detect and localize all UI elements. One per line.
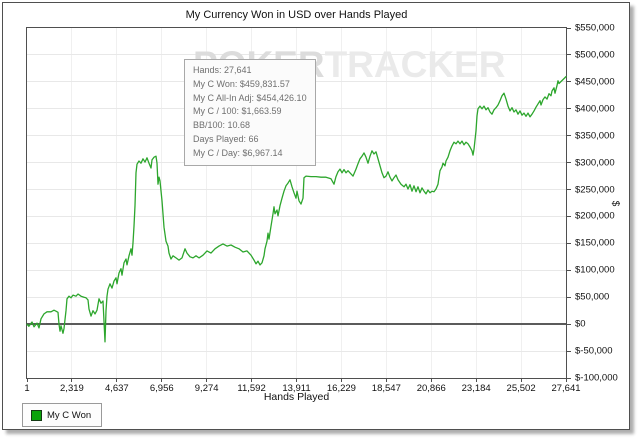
y-tick-label: $350,000 [575, 130, 615, 142]
y-gridline [27, 269, 566, 271]
y-tick-mark [566, 135, 571, 137]
x-tick-mark [161, 378, 163, 382]
y-tick-label: $500,000 [575, 49, 615, 61]
y-tick-mark [566, 54, 571, 56]
x-tick-label: 25,502 [506, 383, 536, 394]
y-tick-mark [566, 108, 571, 110]
y-tick-label: $450,000 [575, 76, 615, 88]
y-tick-label: $200,000 [575, 210, 615, 222]
y-tick-mark [566, 269, 571, 271]
y-tick-label: $50,000 [575, 291, 610, 303]
y-tick-mark [566, 27, 571, 29]
x-tick-label: 13,911 [282, 383, 311, 394]
y-tick-mark [566, 377, 571, 379]
x-tick-mark [385, 378, 387, 382]
legend-label: My C Won [47, 409, 92, 421]
y-tick-label: $550,000 [575, 22, 615, 34]
x-tick-label: 6,956 [149, 383, 174, 394]
x-gridline [296, 28, 297, 378]
x-tick-mark [520, 378, 522, 382]
x-tick-mark [340, 378, 342, 382]
y-tick-mark [566, 189, 571, 191]
x-tick-label: 16,229 [326, 383, 356, 394]
y-tick-label: $0 [575, 318, 586, 330]
x-tick-label: 27,641 [551, 383, 581, 394]
x-tick-mark [296, 378, 297, 382]
x-tick-label: 18,547 [371, 383, 401, 394]
x-axis-title: Hands Played [263, 391, 330, 403]
legend-swatch-icon [31, 409, 42, 421]
x-tick-label: 4,637 [104, 383, 129, 394]
x-tick-mark [430, 378, 432, 382]
series-chart-svg [26, 75, 567, 343]
x-tick-label: 20,866 [416, 383, 446, 394]
y-tick-label: $150,000 [575, 237, 615, 249]
tooltip-row: My C All-In Adj: $454,426.10 [193, 92, 307, 103]
y-tick-mark [566, 242, 571, 244]
hover-tooltip: Hands: 27,641 My C Won: $459,831.57 My C A… [184, 59, 316, 166]
x-gridline [71, 28, 73, 378]
tooltip-row: My C / Day: $6,967.14 [193, 147, 283, 158]
y-axis-title: $ [609, 200, 621, 207]
y-tick-label: $-50,000 [575, 345, 613, 357]
y-gridline [27, 296, 566, 298]
x-gridline [520, 28, 522, 378]
x-gridline [116, 28, 118, 378]
x-gridline [385, 28, 387, 378]
legend-my-c-won[interactable]: My C Won [22, 403, 103, 427]
x-tick-mark [251, 378, 253, 382]
x-tick-mark [565, 378, 567, 382]
x-gridline [251, 28, 253, 378]
x-tick-label: 23,184 [461, 383, 491, 394]
x-tick-mark [475, 378, 477, 382]
x-tick-label: 1 [24, 383, 30, 394]
x-tick-label: 9,274 [194, 383, 219, 394]
tooltip-row: Hands: 27,641 [193, 65, 252, 75]
y-gridline [27, 215, 566, 217]
tooltip-row: Days Played: 66 [193, 133, 259, 144]
tooltip-row: My C Won: $459,831.57 [193, 78, 290, 89]
tooltip-row: BB/100: 10.68 [193, 120, 251, 131]
y-tick-mark [566, 296, 571, 298]
watermark-right-text: TRACKER [324, 44, 506, 85]
zero-value-line [27, 323, 566, 326]
y-gridline [27, 350, 566, 352]
x-gridline [430, 28, 432, 378]
y-tick-label: $250,000 [575, 184, 615, 196]
x-tick-label: 11,592 [237, 383, 266, 394]
x-gridline [475, 28, 477, 378]
y-gridline [27, 189, 566, 191]
tooltip-row: My C / 100: $1,663.59 [193, 106, 282, 117]
x-tick-mark [26, 378, 28, 382]
x-tick-mark [71, 378, 73, 382]
y-tick-label: $400,000 [575, 103, 615, 115]
y-tick-mark [566, 323, 571, 325]
y-tick-label: $300,000 [575, 157, 615, 169]
x-tick-mark [116, 378, 118, 382]
y-tick-mark [566, 162, 571, 164]
y-gridline [27, 54, 566, 56]
y-tick-mark [566, 350, 571, 352]
y-tick-mark [566, 215, 571, 217]
chart-window: My Currency Won in USD over Hands Played… [2, 2, 630, 430]
x-tick-label: 2,319 [60, 383, 84, 394]
series-line-my-c-won [26, 75, 567, 343]
chart-title: My Currency Won in USD over Hands Played [185, 9, 408, 21]
x-tick-mark [206, 378, 208, 382]
y-tick-label: $100,000 [575, 264, 615, 276]
y-gridline [27, 242, 566, 244]
y-tick-mark [566, 81, 571, 83]
x-gridline [340, 28, 342, 378]
x-gridline [206, 28, 208, 378]
y-tick-label: $-100,000 [575, 372, 618, 384]
